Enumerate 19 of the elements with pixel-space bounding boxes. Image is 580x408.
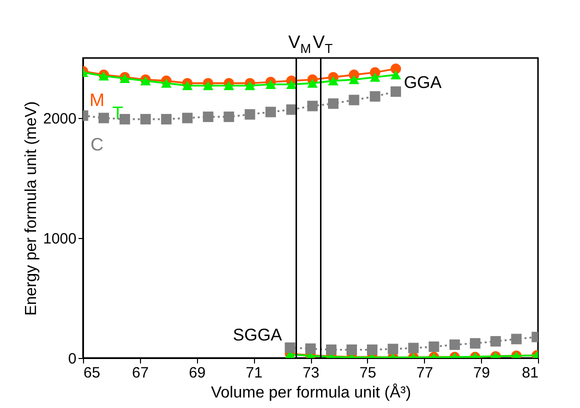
x-tick-label: 69 <box>188 364 206 382</box>
series-label: C <box>90 134 104 155</box>
y-tick-label: 1000 <box>43 230 76 248</box>
x-tick-label: 75 <box>360 364 376 382</box>
x-tick-label: 71 <box>246 364 262 382</box>
annotation: SGGA <box>232 326 283 345</box>
x-tick-label: 65 <box>84 364 100 382</box>
x-tick-label: 73 <box>302 364 320 382</box>
x-tick-label: 81 <box>522 364 538 382</box>
y-tick-label: 2000 <box>43 110 76 128</box>
x-tick-label: 77 <box>416 364 434 382</box>
series-label: M <box>90 90 104 110</box>
y-axis-title: Energy per formula unit (meV) <box>23 101 40 316</box>
annotation: GGA <box>404 72 442 92</box>
x-tick-label: 67 <box>132 364 149 382</box>
series-label: T <box>112 103 124 123</box>
x-tick-label: 79 <box>473 364 490 382</box>
y-tick-label: 0 <box>68 350 76 368</box>
x-axis-title: Volume per formula unit (Å³) <box>210 384 412 402</box>
